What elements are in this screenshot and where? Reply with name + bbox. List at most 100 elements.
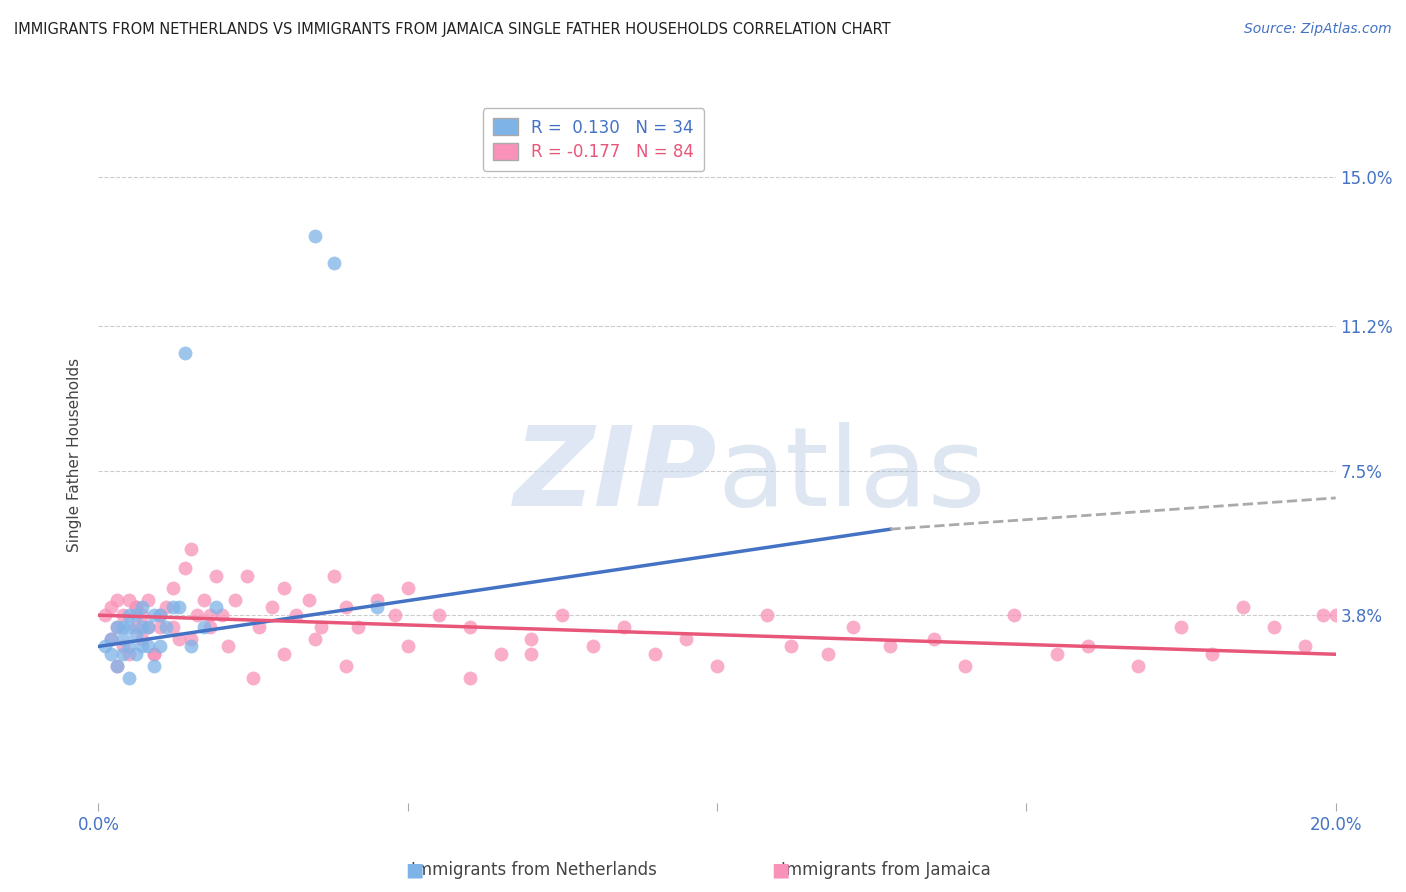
Point [247,620,270,634]
Point [112,640,135,654]
Point [217,640,239,654]
Point [322,569,344,583]
Point [131,608,153,623]
Point [105,620,128,634]
Point [780,640,803,654]
Point [1002,608,1025,623]
Point [143,647,166,661]
Point [105,659,128,673]
Point [149,620,172,634]
Point [1046,647,1069,661]
Point [180,541,202,556]
Point [1126,659,1149,673]
Point [100,632,122,646]
Point [298,592,321,607]
Point [198,620,221,634]
Point [100,600,122,615]
Point [285,608,308,623]
Point [112,608,135,623]
Point [180,632,202,646]
Point [427,608,450,623]
Point [322,256,344,270]
Point [186,608,208,623]
Point [520,632,543,646]
Point [105,592,128,607]
Point [458,620,481,634]
Legend: R =  0.130   N = 34, R = -0.177   N = 84: R = 0.130 N = 34, R = -0.177 N = 84 [482,109,704,171]
Point [118,647,141,661]
Point [149,608,172,623]
Point [1294,640,1316,654]
Point [93,608,115,623]
Point [118,608,141,623]
Point [162,600,184,615]
Point [93,640,115,654]
Point [112,620,135,634]
Point [384,608,406,623]
Point [167,632,190,646]
Point [879,640,901,654]
Point [335,659,357,673]
Point [582,640,605,654]
Point [124,600,146,615]
Point [180,640,202,654]
Text: ■: ■ [770,860,790,880]
Point [458,671,481,685]
Point [1170,620,1192,634]
Point [105,620,128,634]
Point [335,600,357,615]
Point [842,620,865,634]
Point [211,608,233,623]
Point [118,620,141,634]
Point [1312,608,1334,623]
Point [366,592,388,607]
Text: ■: ■ [405,860,425,880]
Point [118,671,141,685]
Point [149,640,172,654]
Point [309,620,332,634]
Point [143,659,166,673]
Point [755,608,778,623]
Point [100,632,122,646]
Point [162,581,184,595]
Point [131,620,153,634]
Point [174,346,197,360]
Point [124,620,146,634]
Point [112,647,135,661]
Point [124,608,146,623]
Point [143,608,166,623]
Point [953,659,976,673]
Point [551,608,574,623]
Point [236,569,259,583]
Point [100,647,122,661]
Point [131,640,153,654]
Point [124,600,146,615]
Point [260,600,283,615]
Point [118,592,141,607]
Point [644,647,666,661]
Point [675,632,697,646]
Point [613,620,636,634]
Point [1201,647,1223,661]
Point [242,671,264,685]
Point [817,647,839,661]
Point [366,600,388,615]
Point [520,647,543,661]
Point [149,608,172,623]
Point [124,647,146,661]
Point [273,581,295,595]
Point [136,592,159,607]
Point [922,632,945,646]
Point [105,659,128,673]
Point [167,600,190,615]
Point [174,561,197,575]
Y-axis label: Single Father Households: Single Father Households [67,358,83,552]
Point [124,628,146,642]
Point [155,620,177,634]
Point [112,632,135,646]
Text: ZIP: ZIP [513,422,717,529]
Point [1077,640,1099,654]
Point [1263,620,1285,634]
Text: atlas: atlas [717,422,986,529]
Point [131,632,153,646]
